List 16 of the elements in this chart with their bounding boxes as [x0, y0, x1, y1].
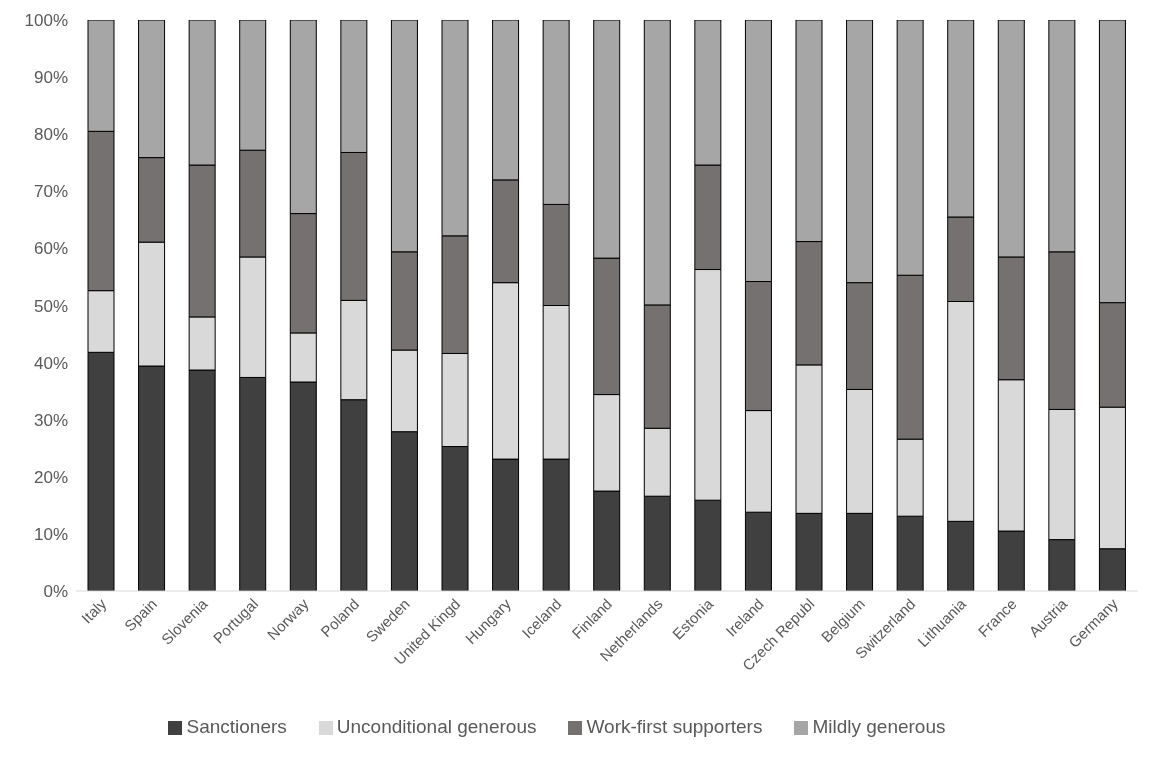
- legend-label: Mildly generous: [812, 716, 946, 737]
- y-tick-label: 30%: [33, 410, 68, 430]
- y-tick-label: 40%: [33, 353, 68, 373]
- y-tick-label: 20%: [33, 467, 68, 487]
- y-tick-label: 10%: [33, 524, 68, 544]
- x-tick-label: Italy: [77, 594, 110, 627]
- y-tick-label: 0%: [43, 582, 68, 602]
- y-tick-label: 60%: [33, 239, 68, 259]
- legend-label: Sanctioners: [186, 716, 287, 737]
- y-tick-label: 50%: [33, 296, 68, 316]
- legend-label: Unconditional generous: [336, 716, 537, 737]
- legend-label: Work-first supporters: [586, 716, 763, 737]
- y-tick-label: 100%: [24, 11, 68, 31]
- y-tick-label: 90%: [33, 68, 68, 88]
- y-tick-label: 80%: [33, 125, 68, 145]
- y-tick-label: 70%: [33, 182, 68, 202]
